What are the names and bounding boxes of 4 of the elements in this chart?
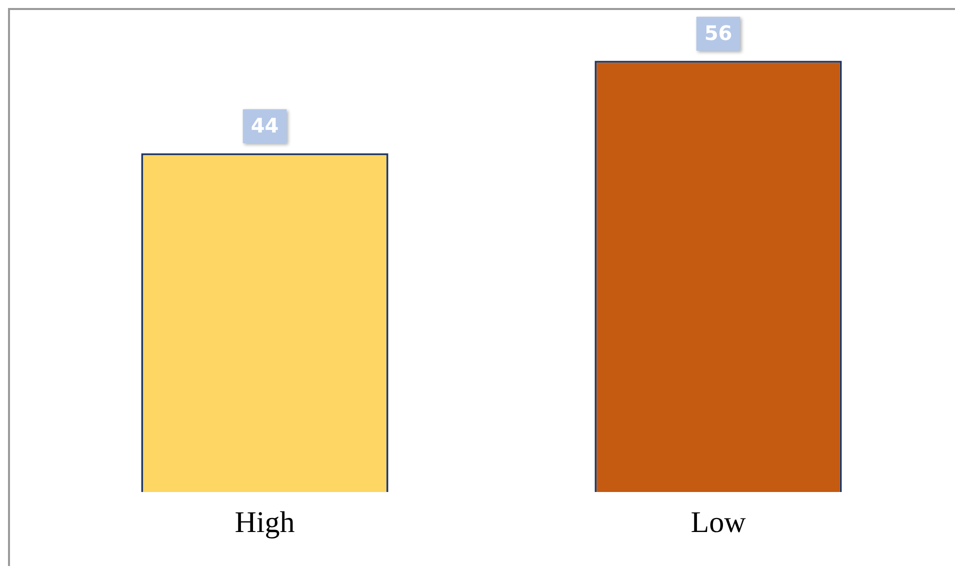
- data-label: 44: [250, 113, 279, 138]
- data-label: 56: [704, 21, 732, 46]
- x-tick-label: High: [234, 506, 295, 539]
- x-tick-label: Low: [690, 506, 746, 539]
